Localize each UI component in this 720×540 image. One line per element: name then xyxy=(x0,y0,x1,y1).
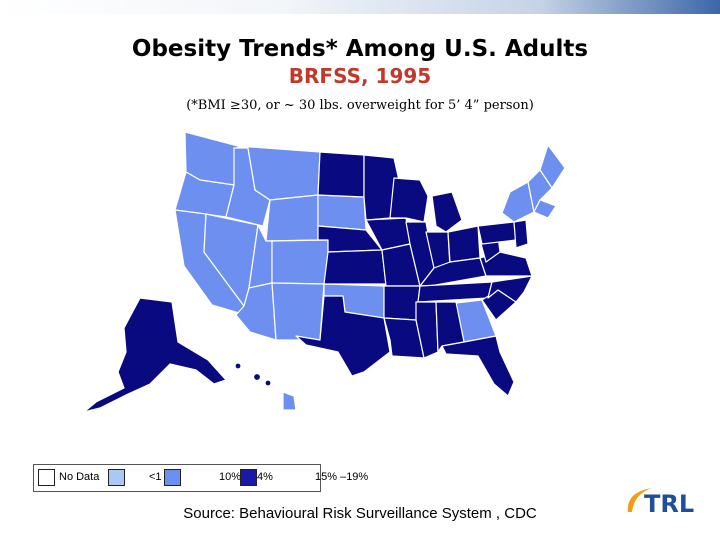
state-pennsylvania xyxy=(477,221,517,245)
legend-label-3: 4% xyxy=(257,471,273,483)
source-text: Source: Behavioural Risk Surveillance Sy… xyxy=(183,505,537,522)
logo-text: TRL xyxy=(644,490,694,518)
trl-logo-icon: TRL xyxy=(627,488,694,518)
state-maryland-nj xyxy=(513,219,529,249)
top-gradient-bar xyxy=(0,0,720,14)
legend-label-4: 15% –19% xyxy=(315,471,369,483)
legend-swatch-2 xyxy=(164,469,181,486)
legend: No Data <1 10% 4% 15% –19% xyxy=(33,464,368,492)
legend-label-1: <1 xyxy=(149,471,162,483)
state-north-dakota xyxy=(317,151,365,198)
legend-label-2: 10% xyxy=(219,471,242,483)
legend-swatch-3 xyxy=(240,469,257,486)
state-new-england xyxy=(533,199,557,219)
state-kansas xyxy=(323,249,387,285)
state-alaska xyxy=(83,297,227,413)
state-vermont-nh xyxy=(527,169,553,213)
hawaii-island-1 xyxy=(234,362,242,370)
state-arkansas xyxy=(383,285,421,321)
state-mississippi xyxy=(415,301,439,359)
state-north-carolina xyxy=(487,275,533,303)
state-ohio xyxy=(447,225,481,263)
legend-swatch-0 xyxy=(38,469,55,486)
hawaii-island-3 xyxy=(264,379,272,387)
state-wisconsin xyxy=(389,177,429,223)
state-south-dakota xyxy=(317,194,367,231)
legend-label-0: No Data xyxy=(59,471,100,483)
state-wyoming xyxy=(265,194,319,242)
state-hawaii xyxy=(282,391,297,411)
state-michigan xyxy=(431,191,463,233)
page-title: Obesity Trends* Among U.S. Adults xyxy=(131,36,589,62)
state-louisiana xyxy=(383,317,425,359)
state-tennessee xyxy=(417,281,493,303)
legend-swatch-1 xyxy=(108,469,125,486)
hawaii-island-2 xyxy=(252,372,262,382)
state-colorado xyxy=(271,239,329,285)
state-florida xyxy=(441,335,515,397)
bmi-note: (*BMI ≥30, or ~ 30 lbs. overweight for 5… xyxy=(186,98,534,113)
page-subtitle: BRFSS, 1995 xyxy=(288,64,432,88)
state-texas xyxy=(295,295,391,377)
state-new-mexico xyxy=(271,282,325,341)
